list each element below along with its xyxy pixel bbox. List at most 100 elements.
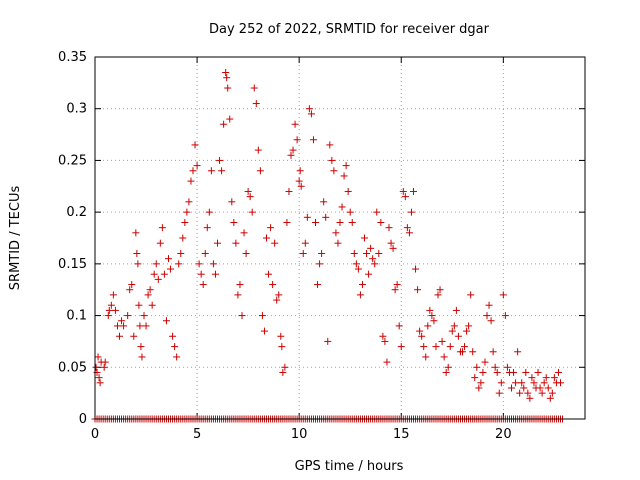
data-point (454, 332, 462, 340)
data-point (452, 306, 460, 314)
data-point (242, 250, 250, 258)
data-point (436, 286, 444, 294)
data-point (477, 379, 485, 387)
data-point (554, 368, 562, 376)
data-point (508, 384, 515, 392)
data-point (246, 193, 254, 201)
data-point (130, 332, 138, 340)
data-point (356, 291, 364, 299)
x-axis-label: GPS time / hours (295, 459, 404, 474)
data-point (309, 136, 317, 144)
data-point (326, 141, 334, 149)
data-point (332, 229, 340, 237)
data-point (216, 156, 224, 164)
data-point (387, 239, 395, 247)
data-point (234, 291, 242, 299)
data-point (177, 250, 185, 258)
data-point (173, 353, 181, 361)
data-point (489, 348, 497, 356)
data-point (203, 224, 211, 232)
data-point (483, 312, 491, 320)
data-point (118, 317, 126, 325)
data-point (265, 270, 273, 278)
data-point (371, 260, 379, 268)
data-point (195, 260, 203, 268)
data-point (395, 322, 403, 330)
data-point (544, 384, 552, 392)
data-point (140, 312, 148, 320)
data-point (491, 363, 499, 371)
data-point (548, 389, 556, 397)
data-point (150, 270, 158, 278)
data-point (165, 255, 172, 263)
data-point (501, 312, 509, 320)
data-point (307, 110, 315, 118)
data-point (169, 332, 177, 340)
x-tick-label: 20 (495, 427, 512, 442)
data-point (305, 105, 313, 113)
data-point (446, 343, 454, 351)
data-point (444, 363, 452, 371)
data-point (211, 270, 219, 278)
data-point (96, 379, 104, 387)
data-point (94, 353, 102, 361)
data-point (385, 224, 393, 232)
data-point (132, 229, 140, 237)
data-point (467, 291, 475, 299)
y-tick-label: 0.1 (66, 309, 87, 324)
data-point (538, 389, 546, 397)
data-point (503, 363, 511, 371)
y-axis-label: SRMTID / TECUs (8, 186, 23, 291)
x-tick-label: 0 (91, 427, 99, 442)
data-point (296, 167, 304, 175)
data-point (138, 353, 146, 361)
data-point (137, 343, 145, 351)
data-point (291, 120, 299, 128)
data-point (450, 322, 458, 330)
data-point (430, 317, 438, 325)
data-point (205, 208, 213, 216)
data-point (156, 239, 164, 247)
data-point (222, 69, 230, 77)
data-point (469, 348, 477, 356)
data-point (135, 301, 143, 309)
data-point (258, 312, 266, 320)
data-point (185, 198, 193, 206)
data-point (536, 384, 544, 392)
chart-title: Day 252 of 2022, SRMTID for receiver dga… (209, 22, 490, 37)
data-point (167, 265, 175, 273)
data-point (342, 162, 350, 170)
data-point (105, 306, 113, 314)
data-point (424, 322, 432, 330)
data-point (393, 281, 401, 289)
data-point (287, 151, 295, 159)
data-point (479, 368, 487, 376)
data-point (550, 374, 558, 382)
data-point (346, 208, 354, 216)
data-point (383, 358, 391, 366)
x-tick-label: 10 (291, 427, 308, 442)
data-point (499, 291, 507, 299)
data-point (285, 187, 293, 195)
data-point (193, 162, 201, 170)
y-tick-label: 0.35 (58, 50, 87, 65)
data-point (183, 208, 191, 216)
data-point (303, 213, 311, 221)
data-point (459, 348, 466, 356)
data-point (526, 394, 534, 402)
data-point (142, 322, 150, 330)
data-point (214, 239, 221, 247)
data-point (318, 250, 326, 258)
data-point (232, 239, 240, 247)
data-point (493, 368, 501, 376)
plot-frame (94, 56, 586, 420)
data-point (120, 322, 128, 330)
data-point (92, 363, 100, 371)
data-point (275, 291, 283, 299)
data-point (209, 260, 217, 268)
data-point (248, 208, 256, 216)
data-point (381, 337, 389, 345)
data-point (252, 100, 260, 108)
data-point (191, 141, 199, 149)
data-point (405, 229, 413, 237)
